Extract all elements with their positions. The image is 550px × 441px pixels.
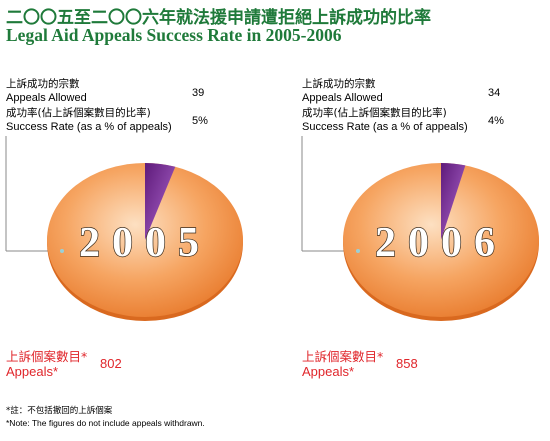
appeals-label-en: Appeals*: [302, 364, 355, 379]
leader-dot: [356, 249, 360, 253]
appeals-label-zh: 上訴個案數目*: [6, 349, 88, 364]
year-label-2006: 2006: [375, 220, 507, 266]
pie-slice-success-2005: [145, 163, 176, 240]
title-english: Legal Aid Appeals Success Rate in 2005-2…: [6, 25, 342, 45]
appeals-allowed-label-zh: 上訴成功的宗數: [302, 78, 376, 90]
success-rate-label-zh: 成功率(佔上訴個案數目的比率): [302, 107, 447, 119]
title-chinese: 二〇〇五至二〇〇六年就法援申請遭拒絕上訴成功的比率: [6, 8, 431, 28]
success-rate-value: 5%: [192, 115, 208, 127]
appeals-allowed-label-zh: 上訴成功的宗數: [6, 78, 80, 90]
appeals-label-en: Appeals*: [6, 364, 59, 379]
pie-slice-success-2006: [441, 163, 466, 240]
appeals-value: 858: [396, 356, 418, 371]
leader-dot: [60, 249, 64, 253]
appeals-allowed-value: 34: [488, 87, 501, 99]
success-rate-label-en: Success Rate (as a % of appeals): [302, 121, 468, 133]
footnote-zh: *註：不包括撤回的上訴個案: [6, 406, 113, 416]
footnote-en: *Note: The figures do not include appeal…: [6, 418, 205, 428]
pie-chart-2005: 2005: [5, 136, 243, 321]
appeals-allowed-value: 39: [192, 87, 205, 99]
appeals-value: 802: [100, 356, 122, 371]
appeals-label-zh: 上訴個案數目*: [302, 349, 384, 364]
appeals-allowed-label-en: Appeals Allowed: [302, 92, 383, 104]
panel-2005: 上訴成功的宗數 Appeals Allowed 39 成功率(佔上訴個案數目的比…: [4, 78, 264, 388]
success-rate-label-zh: 成功率(佔上訴個案數目的比率): [6, 107, 151, 119]
panel-2006: 上訴成功的宗數 Appeals Allowed 34 成功率(佔上訴個案數目的比…: [300, 78, 550, 388]
pie-chart-2006: 2006: [301, 136, 539, 321]
success-rate-value: 4%: [488, 115, 504, 127]
year-label-2005: 2005: [79, 220, 211, 266]
appeals-allowed-label-en: Appeals Allowed: [6, 92, 87, 104]
success-rate-label-en: Success Rate (as a % of appeals): [6, 121, 172, 133]
